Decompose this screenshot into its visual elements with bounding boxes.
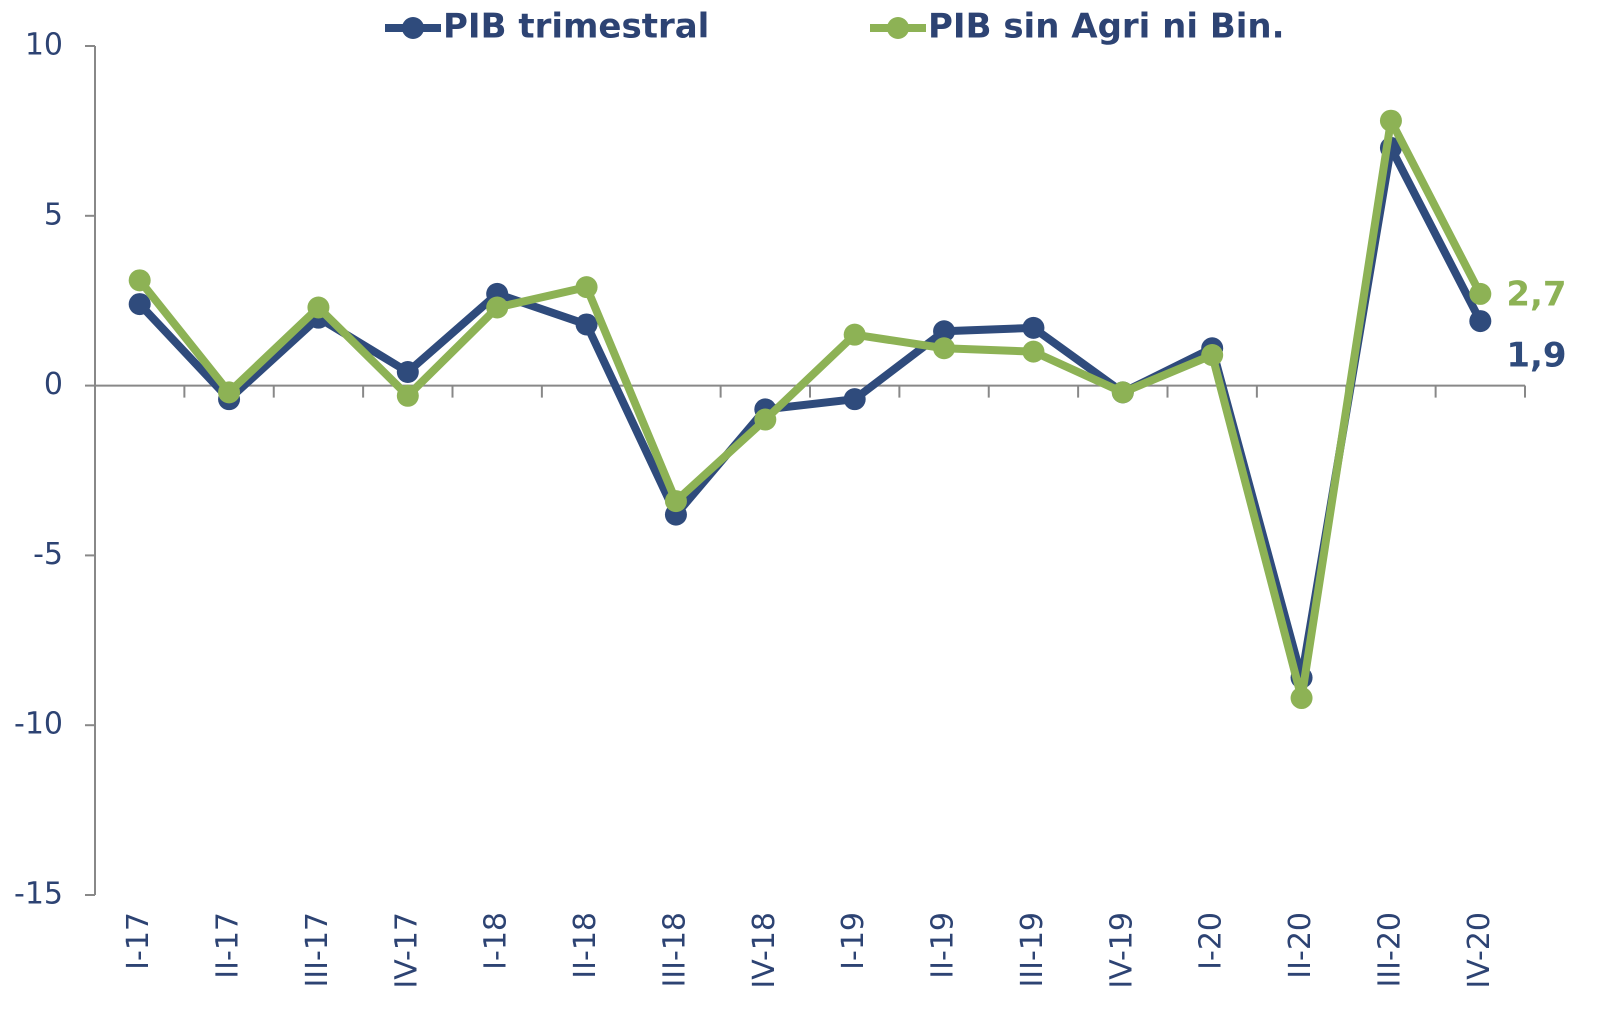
data-label: 2,7 — [1506, 274, 1566, 314]
x-tick-label: III-17 — [300, 912, 335, 988]
x-tick-label: II-17 — [211, 912, 246, 979]
y-tick-label: 10 — [25, 28, 63, 63]
x-tick-label: I-18 — [479, 912, 514, 970]
x-tick-label: IV-17 — [389, 912, 424, 989]
x-tick-label: IV-19 — [1104, 912, 1139, 989]
x-tick-label: I-20 — [1194, 912, 1229, 970]
point — [843, 323, 866, 346]
y-tick-label: 0 — [44, 367, 63, 402]
point — [1469, 282, 1492, 305]
y-tick-label: -10 — [14, 707, 63, 742]
point — [307, 296, 330, 319]
series-line — [136, 116, 1484, 703]
point — [933, 320, 956, 343]
x-tick-label: I-19 — [836, 912, 871, 970]
x-tick-label: III-19 — [1015, 912, 1050, 988]
point — [486, 296, 509, 319]
data-label: 1,9 — [1506, 336, 1566, 376]
point — [1022, 316, 1045, 339]
point — [575, 313, 598, 336]
point — [843, 388, 866, 411]
point — [1469, 310, 1492, 333]
point — [1290, 687, 1313, 710]
x-tick-label: IV-18 — [747, 912, 782, 989]
point — [128, 269, 151, 292]
y-tick-label: -5 — [33, 537, 63, 572]
x-tick-label: I-17 — [121, 912, 156, 970]
x-tick-label: III-20 — [1372, 912, 1407, 988]
legend-label: PIB trimestral — [443, 7, 709, 47]
legend-label: PIB sin Agri ni Bin. — [928, 7, 1285, 47]
x-tick-label: II-18 — [568, 912, 603, 979]
point — [754, 408, 777, 431]
point — [1111, 381, 1134, 404]
x-tick-label: III-18 — [657, 912, 692, 988]
x-tick-label: IV-20 — [1462, 912, 1497, 989]
x-tick-label: II-20 — [1283, 912, 1318, 979]
point — [1201, 344, 1224, 367]
y-tick-label: 5 — [44, 197, 63, 232]
legend-marker — [887, 17, 909, 39]
point — [1022, 340, 1045, 363]
point — [575, 276, 598, 299]
point — [128, 293, 151, 316]
legend-marker — [402, 17, 424, 39]
point — [396, 384, 419, 407]
point — [396, 361, 419, 384]
point — [933, 337, 956, 360]
point — [218, 381, 241, 404]
point — [664, 490, 687, 513]
y-tick-label: -15 — [14, 877, 63, 912]
x-tick-label: II-19 — [926, 912, 961, 979]
point — [1379, 109, 1402, 132]
